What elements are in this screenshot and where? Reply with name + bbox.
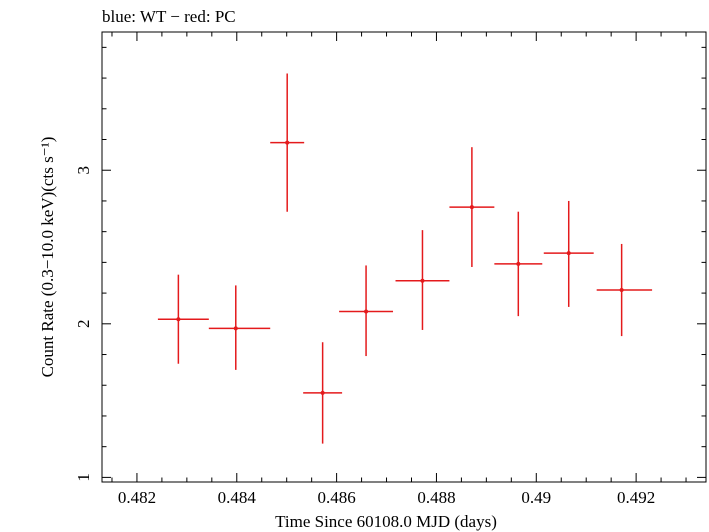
y-tick-label: 2 bbox=[74, 320, 93, 329]
data-point bbox=[395, 230, 450, 330]
y-tick-label: 3 bbox=[74, 166, 93, 175]
x-tick-label: 0.488 bbox=[417, 488, 455, 507]
data-point bbox=[494, 211, 543, 317]
x-tick-label: 0.486 bbox=[317, 488, 355, 507]
point-marker bbox=[420, 278, 425, 283]
data-point bbox=[449, 147, 495, 267]
point-marker bbox=[619, 288, 624, 293]
axis-ticks: 0.482 0.484 0.486 0.488 0.49 0.492 1 2 3 bbox=[74, 32, 706, 507]
data-point bbox=[303, 342, 343, 444]
data-point bbox=[339, 265, 394, 357]
data-points bbox=[157, 73, 653, 444]
chart-title: blue: WT − red: PC bbox=[102, 7, 236, 26]
x-tick-label: 0.49 bbox=[521, 488, 551, 507]
point-marker bbox=[469, 205, 474, 210]
data-point bbox=[596, 243, 653, 337]
x-axis-label: Time Since 60108.0 MJD (days) bbox=[275, 512, 497, 531]
data-point bbox=[208, 285, 271, 370]
point-marker bbox=[566, 251, 571, 256]
point-marker bbox=[233, 326, 238, 331]
y-tick-label: 1 bbox=[74, 473, 93, 482]
data-point bbox=[157, 274, 209, 364]
y-axis-label: Count Rate (0.3−10.0 keV)(cts s⁻¹) bbox=[38, 137, 57, 378]
point-marker bbox=[285, 140, 290, 145]
x-tick-label: 0.484 bbox=[218, 488, 257, 507]
point-marker bbox=[320, 390, 325, 395]
data-point bbox=[270, 73, 305, 212]
plot-frame bbox=[101, 31, 707, 483]
point-marker bbox=[364, 309, 369, 314]
point-marker bbox=[176, 317, 181, 322]
x-tick-label: 0.492 bbox=[617, 488, 655, 507]
x-tick-label: 0.482 bbox=[118, 488, 156, 507]
point-marker bbox=[516, 261, 521, 266]
data-point bbox=[543, 200, 594, 307]
